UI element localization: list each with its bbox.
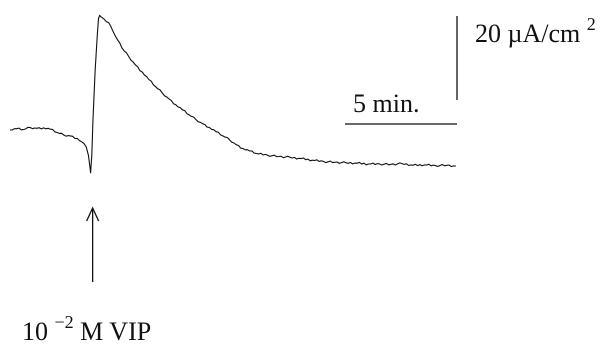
current-trace-line [10,14,456,174]
stimulus-arrowhead-icon [86,206,100,222]
current-scale-label: 20 µA/cm 2 [475,14,596,48]
current-scale-exponent: 2 [587,14,596,34]
stimulus-label-base: 10 [22,317,48,346]
stimulus-label: 10 −2 M VIP [22,305,151,346]
current-scale-text: 20 µA/cm [475,19,580,48]
stimulus-label-exponent: −2 [55,312,74,332]
stimulus-label-rest: M VIP [80,317,151,346]
time-scale-label: 5 min. [353,89,419,118]
